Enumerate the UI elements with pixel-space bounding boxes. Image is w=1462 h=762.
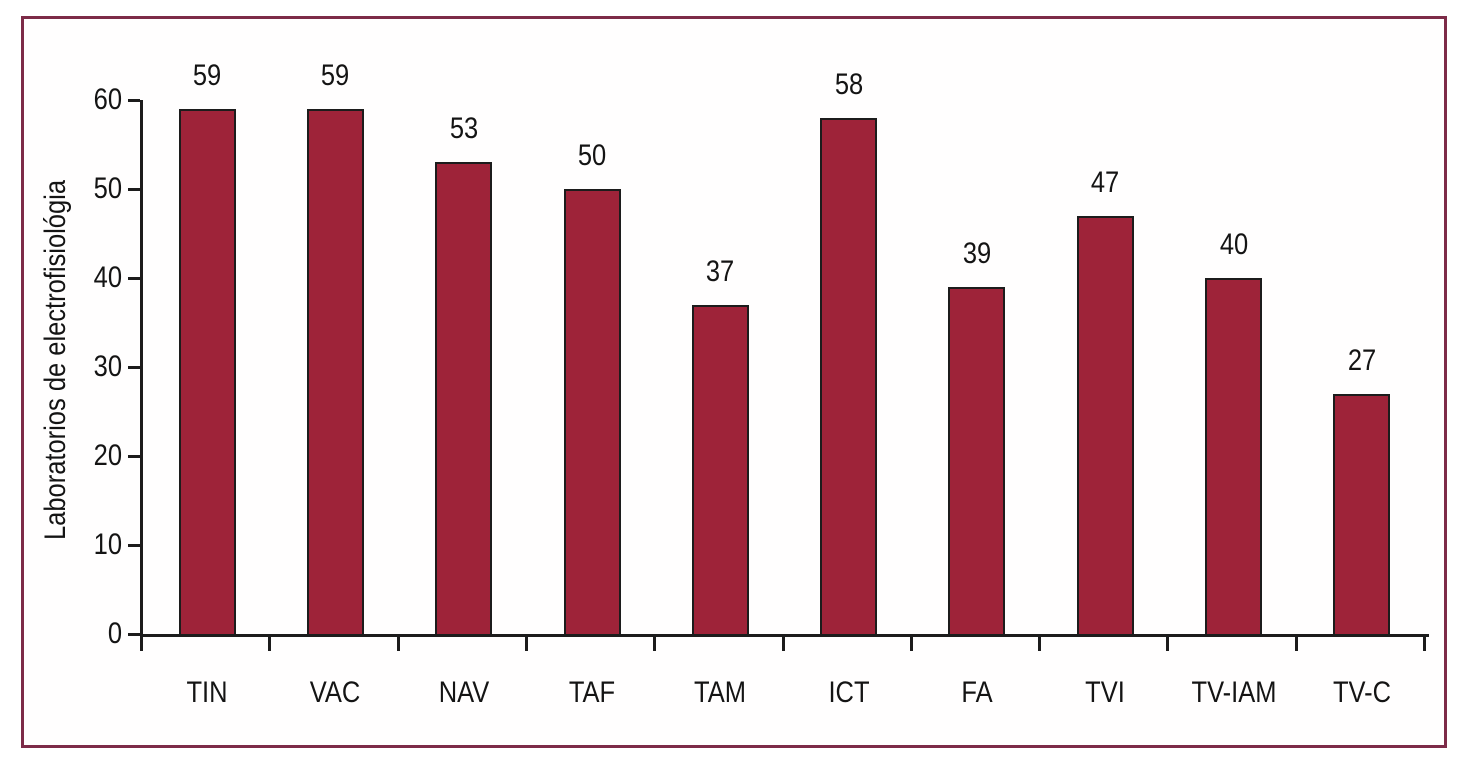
- bar-value-NAV: 53: [449, 112, 478, 146]
- y-axis-line: [140, 100, 143, 637]
- x-category-label-TV-IAM: TV-IAM: [1191, 676, 1277, 709]
- x-category-label-TIN: TIN: [186, 676, 228, 709]
- y-tick-label-50: 50: [93, 172, 122, 205]
- bar-value-TV-IAM: 40: [1219, 228, 1248, 261]
- y-tick-label-40: 40: [93, 261, 122, 294]
- bar-FA: [948, 286, 1006, 634]
- bar-value-TVI: 47: [1091, 165, 1120, 199]
- x-tick-8: [1166, 634, 1170, 651]
- y-tick-60: [128, 99, 140, 102]
- y-tick-label-10: 10: [93, 528, 122, 561]
- bar-TV-IAM: [1205, 278, 1263, 634]
- x-tick-10: [1423, 634, 1426, 651]
- y-tick-10: [128, 544, 140, 547]
- bar-ICT: [820, 117, 878, 634]
- y-tick-50: [128, 188, 140, 191]
- x-tick-1: [268, 634, 272, 651]
- bar-value-VAC: 59: [321, 58, 350, 92]
- bar-TV-C: [1333, 393, 1391, 634]
- bar-value-TV-C: 27: [1347, 343, 1377, 377]
- x-tick-2: [396, 634, 400, 651]
- x-tick-5: [781, 634, 785, 651]
- x-category-label-VAC: VAC: [310, 676, 361, 709]
- y-tick-label-20: 20: [93, 439, 122, 472]
- x-tick-6: [909, 634, 913, 651]
- y-tick-40: [128, 277, 140, 280]
- bar-TAM: [691, 304, 749, 634]
- bar-VAC: [306, 108, 364, 634]
- y-tick-0: [128, 633, 140, 636]
- y-tick-label-60: 60: [93, 83, 122, 116]
- x-category-label-FA: FA: [961, 676, 993, 709]
- bar-TIN: [178, 108, 236, 634]
- x-tick-0: [140, 634, 143, 651]
- bar-value-TIN: 59: [192, 58, 222, 92]
- bar-TAF: [563, 189, 621, 634]
- x-axis-line: [140, 634, 1429, 637]
- y-axis-title: Laboratorios de electrofisiológia: [39, 179, 72, 541]
- bar-TVI: [1076, 215, 1134, 634]
- x-category-label-NAV: NAV: [438, 676, 490, 709]
- y-tick-30: [128, 366, 140, 369]
- x-tick-4: [653, 634, 657, 651]
- x-category-label-TAM: TAM: [694, 676, 747, 709]
- x-tick-3: [524, 634, 528, 651]
- x-category-label-TAF: TAF: [568, 676, 616, 709]
- x-tick-7: [1038, 634, 1042, 651]
- x-tick-9: [1294, 634, 1298, 651]
- y-tick-label-30: 30: [93, 350, 122, 383]
- bar-NAV: [435, 162, 493, 634]
- bar-value-FA: 39: [962, 236, 992, 270]
- y-tick-20: [128, 455, 140, 458]
- x-category-label-TV-C: TV-C: [1332, 676, 1391, 709]
- x-category-label-ICT: ICT: [828, 676, 870, 709]
- bar-value-TAM: 37: [706, 254, 735, 288]
- bar-value-TAF: 50: [577, 139, 607, 172]
- y-tick-label-0: 0: [107, 617, 122, 650]
- bar-value-ICT: 58: [834, 67, 863, 101]
- x-category-label-TVI: TVI: [1085, 676, 1126, 709]
